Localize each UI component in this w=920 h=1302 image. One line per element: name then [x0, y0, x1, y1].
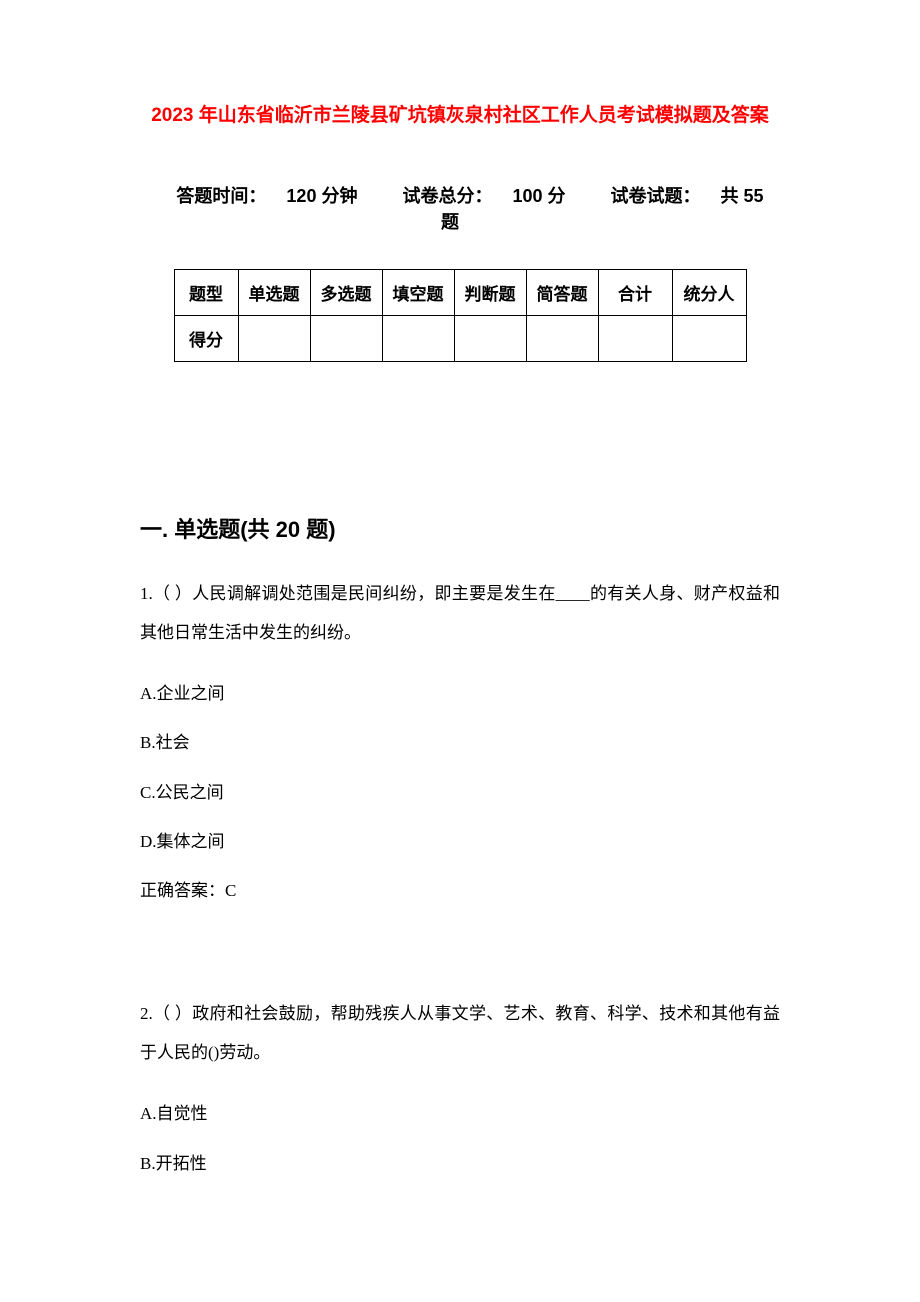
table-score-cell [382, 316, 454, 362]
option-a: A.自觉性 [140, 1100, 780, 1127]
table-row: 得分 [174, 316, 746, 362]
table-score-cell [310, 316, 382, 362]
exam-time-label: 答题时间： [176, 186, 266, 206]
table-header-judge: 判断题 [454, 270, 526, 316]
table-score-cell [598, 316, 672, 362]
option-a: A.企业之间 [140, 680, 780, 707]
exam-count-label: 试卷试题： [611, 186, 701, 206]
table-score-cell [454, 316, 526, 362]
option-b: B.开拓性 [140, 1150, 780, 1177]
question-stem: 1.（ ）人民调解调处范围是民间纠纷，即主要是发生在____的有关人身、财产权益… [140, 574, 780, 652]
table-header-fill: 填空题 [382, 270, 454, 316]
table-header-label: 题型 [174, 270, 238, 316]
exam-total-label: 试卷总分： [402, 186, 492, 206]
table-header-single: 单选题 [238, 270, 310, 316]
table-score-cell [526, 316, 598, 362]
table-header-short: 简答题 [526, 270, 598, 316]
table-header-scorer: 统分人 [672, 270, 746, 316]
table-score-label: 得分 [174, 316, 238, 362]
option-b: B.社会 [140, 729, 780, 756]
correct-answer: 正确答案：C [140, 877, 780, 904]
option-d: D.集体之间 [140, 828, 780, 855]
score-table: 题型 单选题 多选题 填空题 判断题 简答题 合计 统分人 得分 [174, 269, 747, 362]
table-score-cell [238, 316, 310, 362]
exam-total-value: 100 分 [512, 186, 565, 206]
exam-total: 试卷总分： 100 分 [392, 186, 575, 206]
table-score-cell [672, 316, 746, 362]
table-header-total: 合计 [598, 270, 672, 316]
exam-info: 答题时间：120 分钟 试卷总分：100 分 试卷试题：共 55 题 [140, 182, 780, 234]
exam-title: 2023 年山东省临沂市兰陵县矿坑镇灰泉村社区工作人员考试模拟题及答案 [140, 100, 780, 127]
exam-time-value: 120 分钟 [286, 186, 357, 206]
option-c: C.公民之间 [140, 779, 780, 806]
question-2: 2.（ ）政府和社会鼓励，帮助残疾人从事文学、艺术、教育、科学、技术和其他有益于… [140, 994, 780, 1177]
question-stem: 2.（ ）政府和社会鼓励，帮助残疾人从事文学、艺术、教育、科学、技术和其他有益于… [140, 994, 780, 1072]
question-1: 1.（ ）人民调解调处范围是民间纠纷，即主要是发生在____的有关人身、财产权益… [140, 574, 780, 904]
table-row: 题型 单选题 多选题 填空题 判断题 简答题 合计 统分人 [174, 270, 746, 316]
section-heading: 一. 单选题(共 20 题) [140, 512, 780, 544]
exam-time: 答题时间： 120 分钟 [166, 186, 367, 206]
table-header-multi: 多选题 [310, 270, 382, 316]
